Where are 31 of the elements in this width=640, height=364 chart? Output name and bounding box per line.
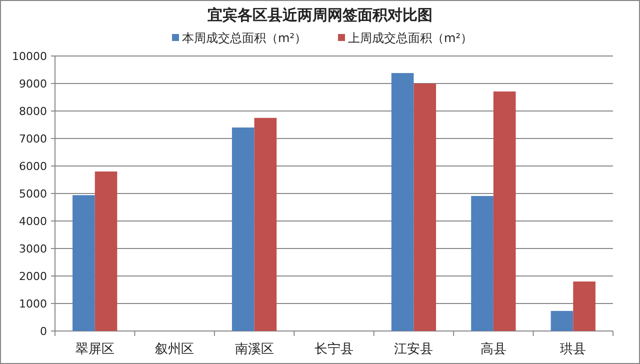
x-tick-label: 翠屏区 [75,342,114,357]
y-tick-label: 4000 [19,215,47,228]
y-tick-label: 3000 [19,242,47,256]
bar [471,196,494,331]
y-tick-label: 8000 [19,105,47,118]
x-tick-label: 叙州区 [155,342,194,357]
bar [232,128,254,331]
bar [573,282,596,331]
y-tick-label: 0 [40,325,47,338]
bar [72,195,95,331]
y-tick-label: 2000 [19,270,47,283]
bar [493,91,516,331]
bar [550,310,574,331]
y-tick-label: 6000 [19,160,47,173]
x-tick-label: 江安县 [394,341,434,357]
legend-label: 上周成交总面积（m²） [348,31,472,45]
bar [254,118,277,331]
bar [391,73,414,331]
bar [94,172,118,331]
x-tick-label: 南溪区 [234,342,274,357]
y-tick-label: 5000 [19,188,47,200]
y-tick-label: 1000 [19,298,47,310]
x-tick-label: 珙县 [560,342,586,357]
y-tick-label: 10000 [12,50,47,63]
x-tick-label: 长宁县 [314,341,354,357]
chart-title: 宜宾各区县近两周网签面积对比图 [208,6,432,24]
bar [414,84,436,331]
x-tick-label: 高县 [480,341,506,357]
y-tick-label: 9000 [19,78,47,90]
y-tick-label: 7000 [19,132,47,146]
legend-label: 本周成交总面积（m²） [182,31,306,45]
